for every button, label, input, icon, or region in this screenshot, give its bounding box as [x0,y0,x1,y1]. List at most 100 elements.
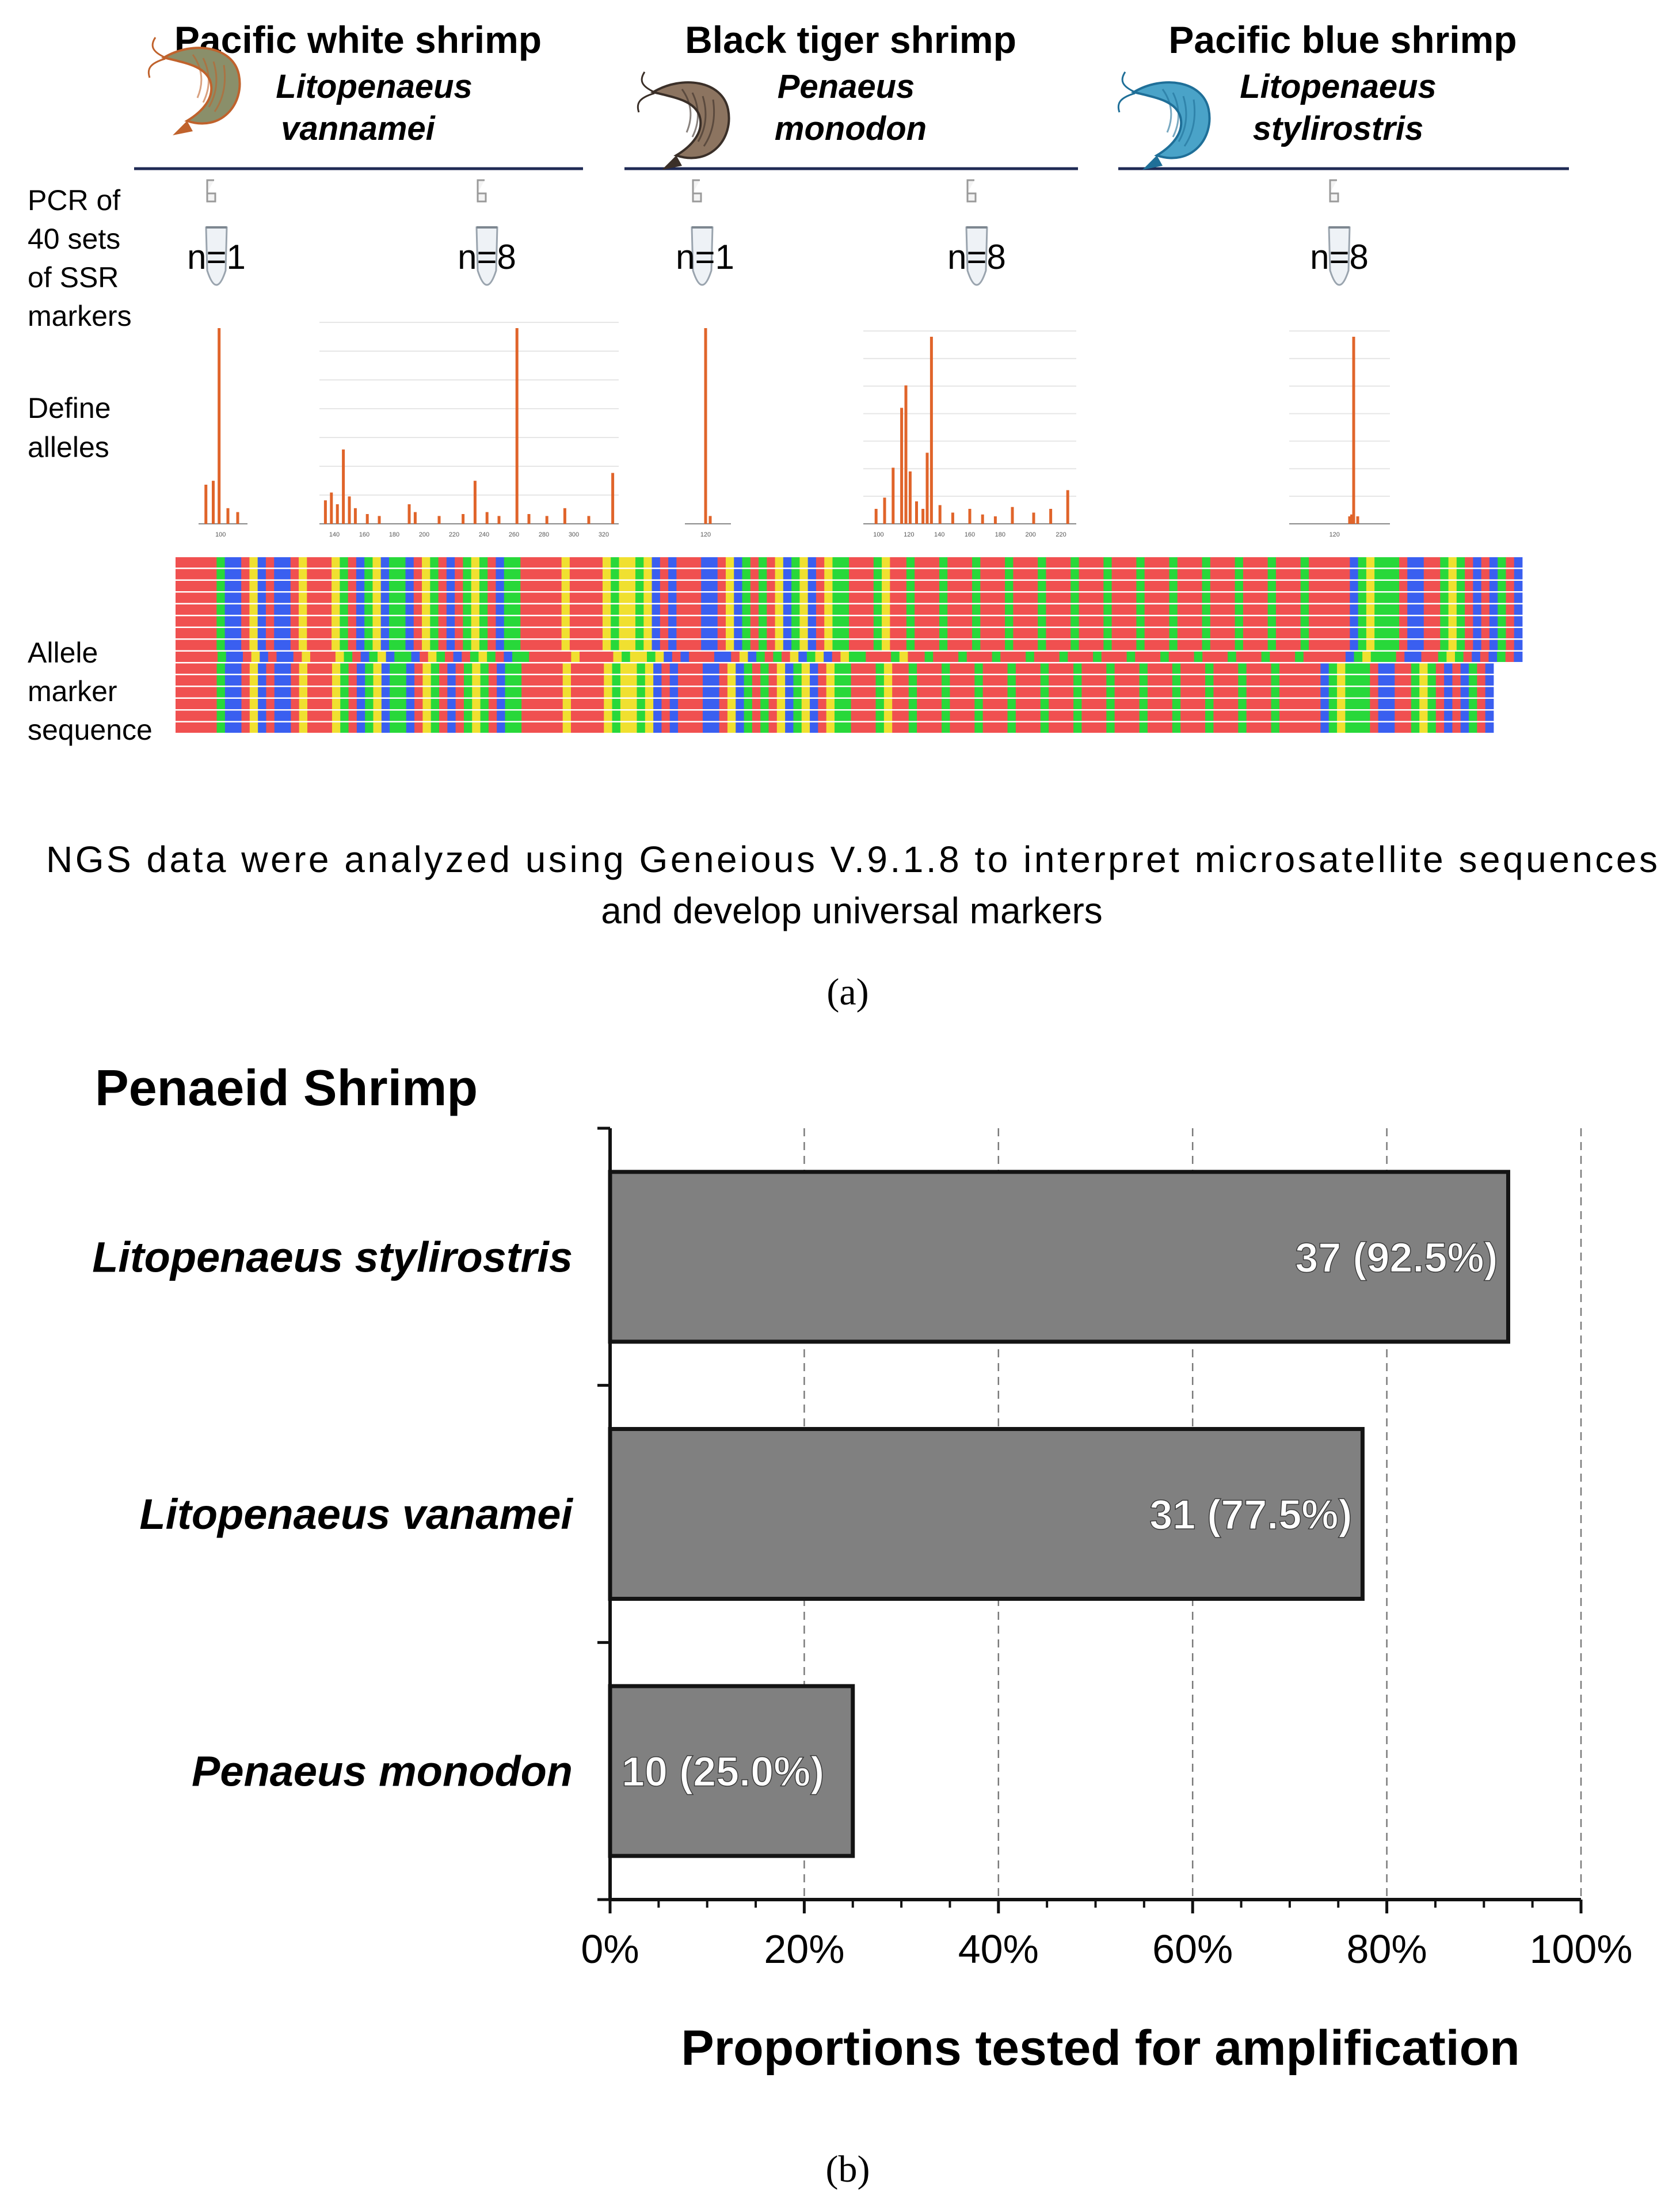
shrimp-body [161,47,241,125]
allele-tick-label: 320 [599,531,609,538]
pcr-tube: n=1 [187,179,246,286]
allele-peak [951,512,954,524]
tube-sample-count: n=8 [458,238,516,276]
electropherogram: 100 120 140 160 180 200 220 [863,330,1076,538]
allele-tick-label: 200 [1026,531,1036,538]
shrimp-picture [637,71,730,170]
tube-sample-count: n=1 [676,238,734,276]
allele-peak [908,471,912,524]
shrimp-picture [1117,71,1211,170]
shrimp-body [650,81,730,159]
allele-tick-label: 180 [995,531,1005,538]
shrimp-tail [173,121,193,135]
x-tick-label: 20% [764,1927,844,1972]
shrimp-segment [691,92,699,138]
allele-peak [1348,516,1351,524]
alignment-row [176,663,1494,674]
electropherogram: 120 [685,328,731,538]
allele-tick-label: 180 [389,531,399,538]
shrimp-antennae [147,37,166,78]
row-label-line: Define [28,392,111,424]
alignment-row [176,652,1523,662]
alignment-row [176,569,1523,580]
allele-peak [708,516,712,524]
shrimp-segment [1178,96,1187,142]
allele-peak [1049,509,1053,524]
data-label: 10 (25.0%) [622,1749,824,1795]
allele-peak [925,452,929,524]
alignment-row [176,616,1523,627]
electropherogram: 100 [199,328,247,538]
electropherogram: 120 [1289,330,1390,538]
species-common-name: Black tiger shrimp [685,18,1016,61]
electropherogram: 140 160 180 200 220 240 260 280 300 320 [319,322,619,538]
x-tick-label: 0% [581,1927,639,1972]
allele-tick-label: 120 [1329,531,1340,538]
allele-peak [915,501,918,524]
species-common-name: Pacific blue shrimp [1168,18,1517,61]
row-label-line: of SSR [28,261,119,294]
species-header-white: Pacific white shrimp Litopenaeus vanname… [134,18,583,170]
allele-peak [437,516,441,524]
shrimp-tail [1142,155,1163,170]
allele-peak [563,508,566,524]
allele-peak [981,514,984,524]
allele-peak [212,481,215,524]
allele-tick-label: 260 [509,531,519,538]
allele-peak [378,516,381,524]
shrimp-antennae [1117,71,1136,113]
shrimp-tail [662,155,682,170]
shrimp-body [1130,81,1211,159]
allele-tick-label: 120 [700,531,711,538]
allele-peak [883,497,886,524]
alignment-row [176,581,1523,591]
allele-peak [226,508,230,524]
caption-line-2: and develop universal markers [601,890,1103,931]
allele-peak [1066,490,1069,524]
alignment-row [176,628,1523,638]
panel-label-a: (a) [826,971,868,1013]
row-label-line: PCR of [28,184,120,216]
x-tick-label: 100% [1529,1927,1632,1972]
row-label-line: sequence [28,714,153,746]
data-label: 37 (92.5%) [1295,1235,1498,1281]
pcr-tube: n=8 [947,179,1006,286]
allele-peak [1350,514,1353,524]
allele-peak [407,504,411,524]
allele-peak [900,408,904,524]
species-header-tiger: Black tiger shrimp Penaeus monodon [624,18,1078,170]
allele-peak [485,512,489,524]
allele-peak [204,485,208,524]
alignment-row [176,557,1523,568]
row-label-line: markers [28,300,132,332]
row-label-pcr: PCR of 40 sets of SSR markers [28,184,132,332]
species-epithet: vannamei [281,110,436,147]
shrimp-segment [192,54,203,98]
chart-title: Penaeid Shrimp [95,1059,478,1116]
allele-peak [929,337,933,524]
category-label: Litopenaeus stylirostris [92,1233,573,1281]
shrimp-picture [147,37,241,135]
shrimp-segment [208,61,218,108]
allele-peak [704,328,707,524]
allele-peak [904,385,908,524]
bar [608,1427,1365,1601]
x-tick-label: 60% [1152,1927,1233,1972]
x-tick-label: 80% [1347,1927,1427,1972]
allele-peak [1352,337,1355,524]
allele-peak [330,492,333,524]
allele-peak [892,467,895,524]
allele-tick-label: 100 [873,531,883,538]
tube-sample-count: n=8 [1310,238,1369,276]
allele-peak [527,514,531,524]
allele-tick-label: 240 [479,531,489,538]
x-axis-title: Proportions tested for amplification [681,2020,1519,2076]
allele-peak [1011,507,1014,524]
allele-tick-label: 300 [569,531,579,538]
row-label-allele: Allele marker sequence [28,637,153,746]
allele-peak [545,516,548,524]
alignment-row [176,592,1523,603]
allele-tick-label: 120 [904,531,914,538]
allele-peak [218,328,221,524]
bar-chart: Litopenaeus stylirostris 37 (92.5%) Litope… [92,1127,1633,1972]
